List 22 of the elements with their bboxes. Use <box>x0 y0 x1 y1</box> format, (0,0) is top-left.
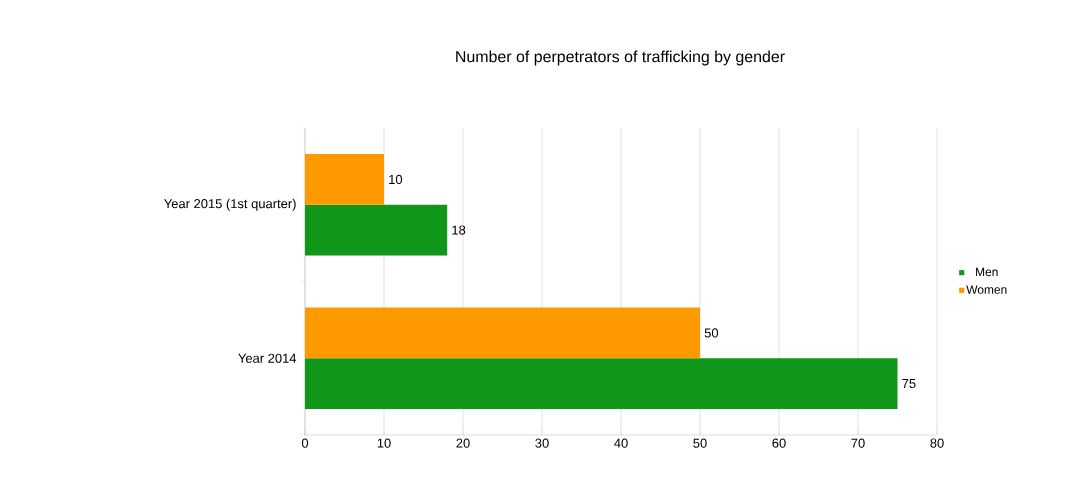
x-tick-label: 60 <box>772 438 786 448</box>
data-label: 10 <box>389 174 403 185</box>
x-tick-label: 70 <box>851 438 865 448</box>
legend-label: Women <box>966 285 1007 294</box>
x-tick-label: 30 <box>535 438 549 448</box>
x-tick-label: 50 <box>693 438 707 448</box>
x-tick-label: 10 <box>377 438 391 448</box>
y-tick-label: Year 2015 (1st quarter) <box>164 198 296 211</box>
bar <box>305 307 700 359</box>
x-tick-label: 20 <box>456 438 470 448</box>
x-tick-label: 0 <box>301 438 309 448</box>
chart-title: Number of perpetrators of trafficking by gender <box>456 50 785 66</box>
x-tick-label: 40 <box>614 438 628 448</box>
legend-label: Men <box>976 267 998 277</box>
data-label: 75 <box>902 379 916 389</box>
bar <box>305 358 898 409</box>
data-label: 50 <box>704 328 719 338</box>
bar <box>305 154 384 205</box>
bar <box>305 204 448 256</box>
data-label: 18 <box>452 225 466 235</box>
y-tick-label: Year 2014 <box>238 353 297 363</box>
x-tick-label: 80 <box>930 438 944 448</box>
